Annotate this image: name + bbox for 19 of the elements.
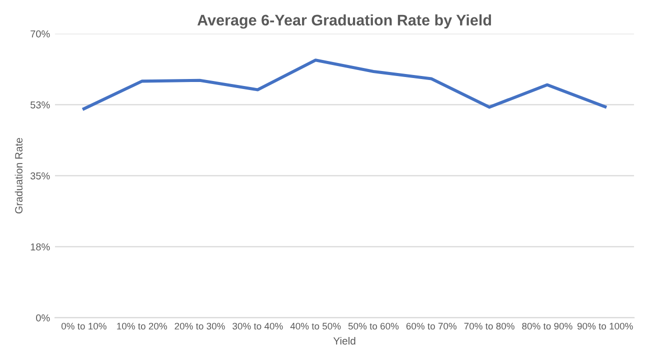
x-tick-label: 20% to 30%: [174, 322, 225, 330]
y-tick-label: 0%: [36, 314, 50, 322]
x-tick-label: 90% to 100%: [577, 322, 633, 330]
y-tick-label: 35%: [30, 172, 50, 180]
x-tick-label: 70% to 80%: [464, 322, 514, 330]
x-axis-title: Yield: [333, 336, 356, 345]
x-tick-label: 10% to 20%: [117, 322, 167, 330]
x-tick-label: 60% to 70%: [406, 322, 457, 330]
line-series: [82, 58, 607, 110]
x-tick-label: 0% to 10%: [61, 322, 106, 330]
x-tick-label: 80% to 90%: [522, 322, 572, 330]
x-tick-label: 40% to 50%: [290, 322, 341, 330]
x-tick-label: 30% to 40%: [232, 322, 283, 330]
chart-title: Average 6-Year Graduation Rate by Yield: [197, 14, 491, 29]
y-tick-label: 70%: [30, 30, 50, 38]
y-tick-label: 53%: [30, 101, 50, 108]
x-tick-label: 50% to 60%: [348, 322, 399, 330]
y-axis-title: Graduation Rate: [14, 138, 23, 214]
y-tick-label: 18%: [30, 243, 50, 250]
